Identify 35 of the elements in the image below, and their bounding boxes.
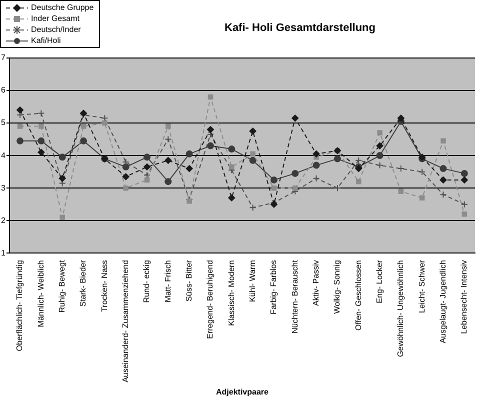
x-tick-label: Gewöhnlich- Ungewöhnlich [396, 260, 406, 358]
x-tick-label: Nüchtern- Berauscht [290, 259, 300, 334]
x-tick-label: Leicht- Schwer [417, 260, 426, 314]
x-tick-label: Männlich- Weiblich [36, 260, 46, 328]
x-tick-label: Aktiv- Passiv [311, 260, 320, 306]
x-tick-label: Ausgelaugt- Jugendlich [438, 260, 448, 344]
x-tick-label: Stark- Bieder [78, 260, 88, 307]
x-tick-label: Erregend- Beruhigend [206, 260, 215, 339]
legend-label: Deutsche Gruppe [31, 2, 94, 13]
x-tick-label: Trocken- Nass [100, 260, 109, 312]
x-axis-title: Adjektivpaare [216, 387, 270, 396]
x-tick-label: Wolkig- Sonnig [332, 260, 342, 314]
legend-label: Deutsch/Inder [31, 24, 81, 35]
y-tick-label: 3 [0, 183, 6, 192]
y-tick-label: 6 [0, 86, 6, 95]
x-tick-label: Auseinanderd- Zusammenziehend [121, 260, 130, 382]
x-tick-label: Matt- Frisch [163, 260, 172, 302]
x-tick-label: Farbig- Farblos [269, 260, 278, 314]
y-tick-label: 2 [0, 216, 6, 225]
x-tick-label: Eng- Locker [374, 260, 384, 304]
y-tick-label: 7 [0, 53, 6, 62]
x-tick-label: Offen- Geschlossen [354, 260, 363, 331]
x-tick-label: Ruhig- Bewegt [58, 259, 67, 313]
chart-title: Kafi- Holi Gesamtdarstellung [224, 22, 376, 34]
legend-label: Kafi/Holi [31, 35, 61, 46]
x-tick-label: Kühl- Warm [248, 260, 258, 302]
x-tick-label: Klassisch- Modern [226, 260, 236, 326]
x-tick-label: Rund- eckig [142, 260, 152, 303]
y-tick-label: 1 [0, 248, 6, 258]
y-tick-label: 4 [0, 150, 6, 160]
x-tick-label: Lebensecht- Intensiv [460, 260, 469, 334]
x-tick-label: Süss- Bitter [184, 260, 194, 302]
x-tick-label: Oberflächlich- Tiefgründig [15, 260, 24, 352]
legend-label: Inder Gesamt [31, 13, 80, 24]
y-tick-label: 5 [0, 118, 6, 128]
